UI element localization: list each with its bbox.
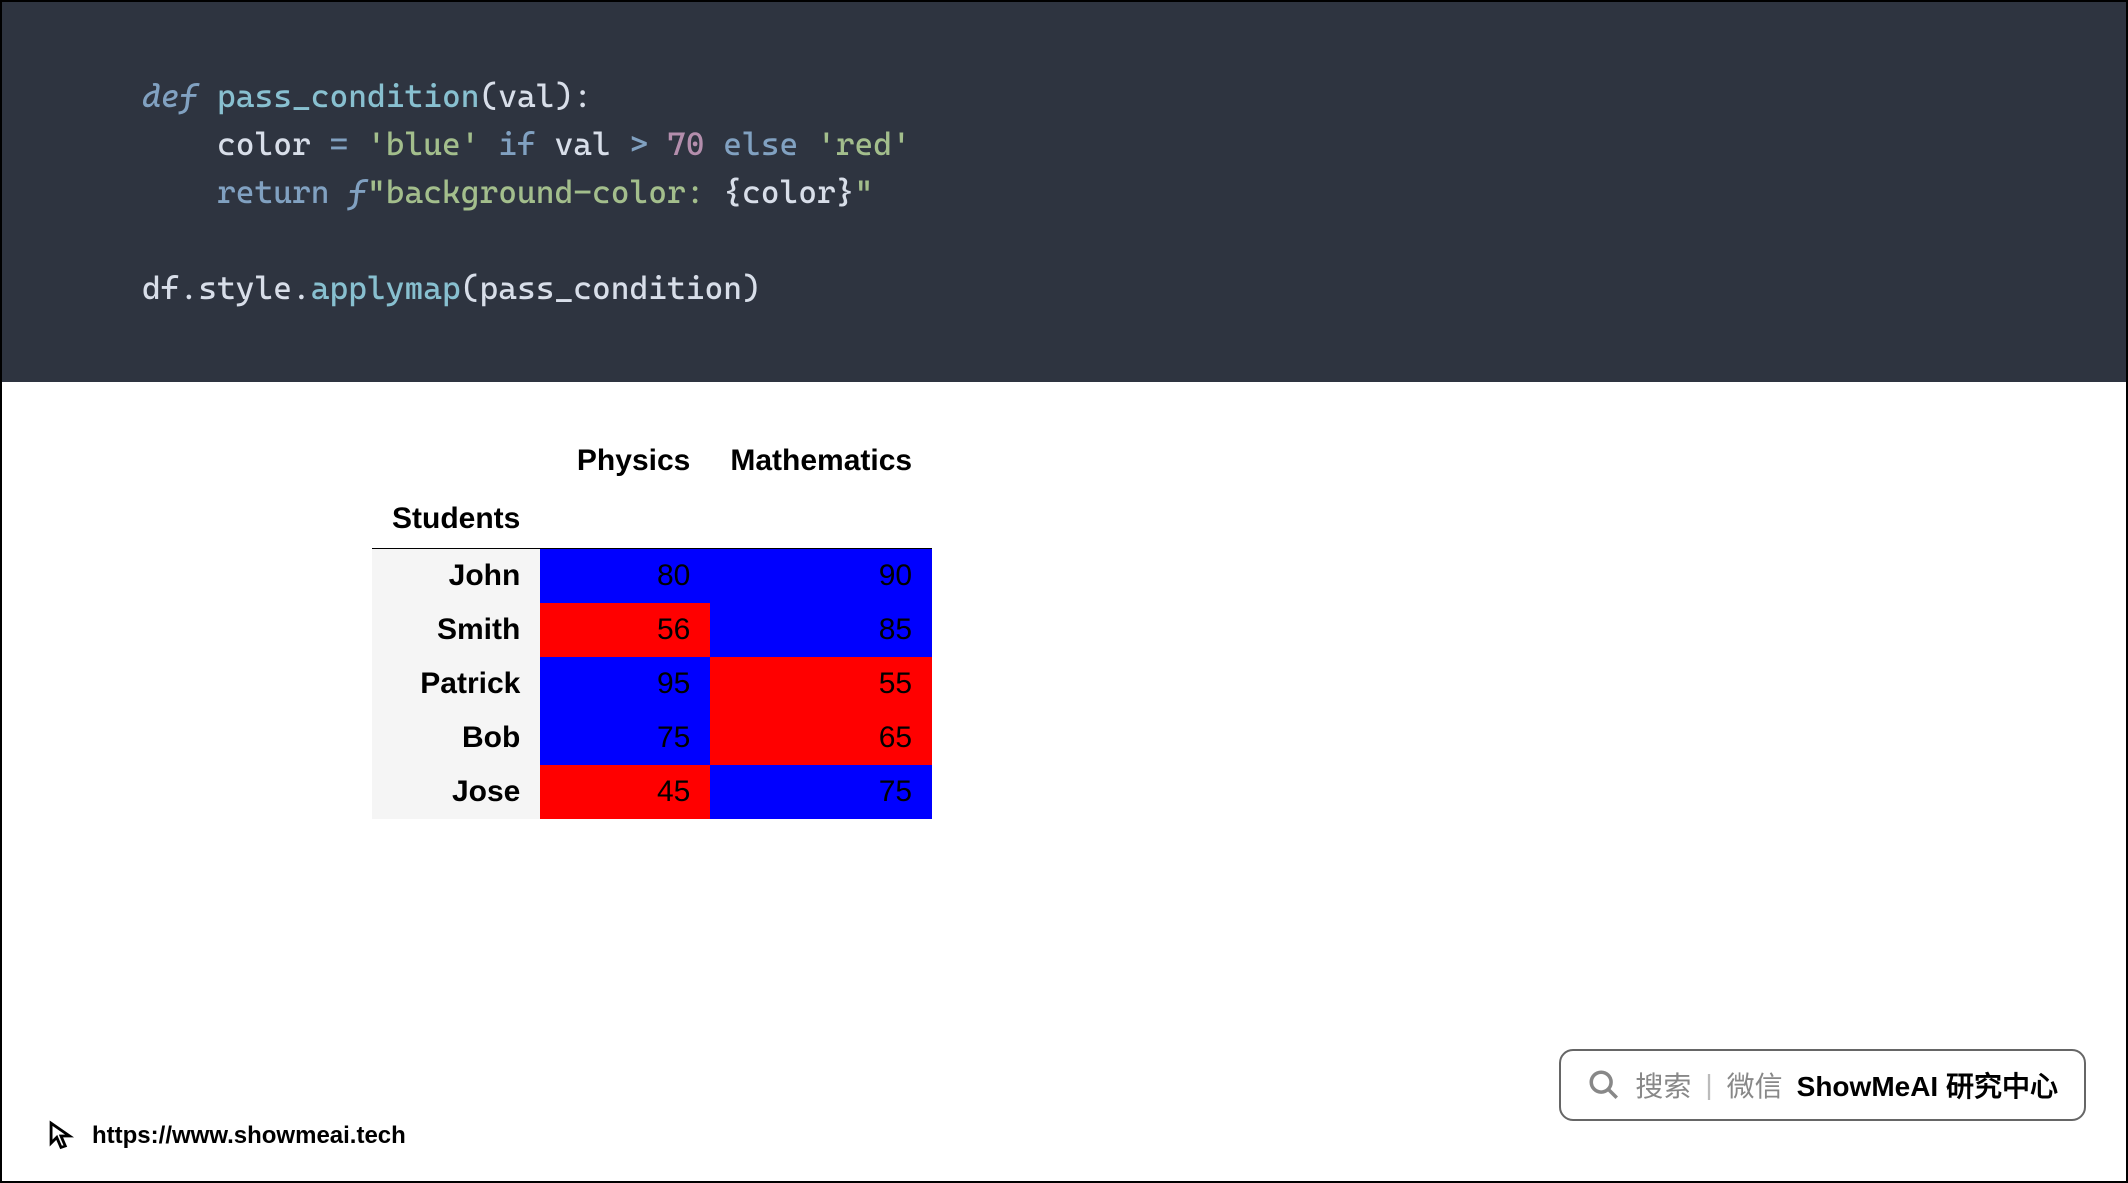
blank-header [540, 490, 710, 549]
table-cell: 45 [540, 765, 710, 819]
table-cell: 85 [710, 603, 932, 657]
code-token: 'red' [817, 125, 911, 163]
table-cell: 80 [540, 549, 710, 604]
code-token: } [836, 173, 855, 211]
code-token: pass_condition [217, 77, 480, 115]
code-token: = [330, 125, 349, 163]
code-token: df [142, 269, 180, 307]
badge-separator: | [1705, 1069, 1712, 1101]
table-cell: 65 [710, 711, 932, 765]
row-header: Smith [372, 603, 540, 657]
col-header-mathematics: Mathematics [710, 432, 932, 490]
code-token: ( [480, 77, 499, 115]
code-token: ): [555, 77, 593, 115]
code-token: "background-color: [367, 173, 723, 211]
footer-url: https://www.showmeai.tech [92, 1122, 406, 1150]
code-token [705, 125, 724, 163]
code-block: def pass_condition(val): color = 'blue' … [2, 2, 2126, 382]
table-cell: 95 [540, 657, 710, 711]
index-name: Students [372, 490, 540, 549]
code-token: (pass_condition) [461, 269, 761, 307]
search-icon [1587, 1068, 1621, 1102]
blank-header [710, 490, 932, 549]
code-token [142, 173, 217, 211]
code-token [648, 125, 667, 163]
col-header-physics: Physics [540, 432, 710, 490]
styled-dataframe: Physics Mathematics Students John8090Smi… [372, 432, 932, 819]
table-cell: 55 [710, 657, 932, 711]
badge-search-label: 搜索 [1635, 1065, 1691, 1105]
badge-brand: ShowMeAI 研究中心 [1797, 1065, 2058, 1105]
code-token [330, 173, 349, 211]
row-header: Jose [372, 765, 540, 819]
table-cell: 75 [540, 711, 710, 765]
output-area: Physics Mathematics Students John8090Smi… [2, 382, 2126, 819]
table-row: John8090 [372, 549, 932, 604]
table-row: Patrick9555 [372, 657, 932, 711]
row-header: Bob [372, 711, 540, 765]
table-row: Jose4575 [372, 765, 932, 819]
code-token: f [348, 173, 367, 211]
code-token: val [536, 125, 630, 163]
footer: https://www.showmeai.tech [44, 1119, 406, 1153]
code-token: else [723, 125, 798, 163]
code-token [348, 125, 367, 163]
code-token [480, 125, 499, 163]
table-row: Smith5685 [372, 603, 932, 657]
code-token: applymap [311, 269, 461, 307]
blank-header [372, 432, 540, 490]
code-token: " [855, 173, 874, 211]
row-header: John [372, 549, 540, 604]
code-token: > [630, 125, 649, 163]
cursor-icon [44, 1119, 78, 1153]
code-token: color [142, 125, 330, 163]
table-cell: 75 [710, 765, 932, 819]
badge-wechat-label: 微信 [1727, 1065, 1783, 1105]
code-token: . [292, 269, 311, 307]
code-token: style [198, 269, 292, 307]
code-token: def [142, 77, 217, 115]
table-cell: 90 [710, 549, 932, 604]
code-token [798, 125, 817, 163]
code-token: return [217, 173, 330, 211]
code-token: . [180, 269, 199, 307]
code-token: 'blue' [367, 125, 480, 163]
row-header: Patrick [372, 657, 540, 711]
table-row: Bob7565 [372, 711, 932, 765]
code-token: 70 [667, 125, 705, 163]
code-token: val [498, 77, 554, 115]
table-cell: 56 [540, 603, 710, 657]
search-badge: 搜索 | 微信 ShowMeAI 研究中心 [1559, 1049, 2086, 1121]
code-token: color [742, 173, 836, 211]
code-token: if [498, 125, 536, 163]
code-token: { [723, 173, 742, 211]
